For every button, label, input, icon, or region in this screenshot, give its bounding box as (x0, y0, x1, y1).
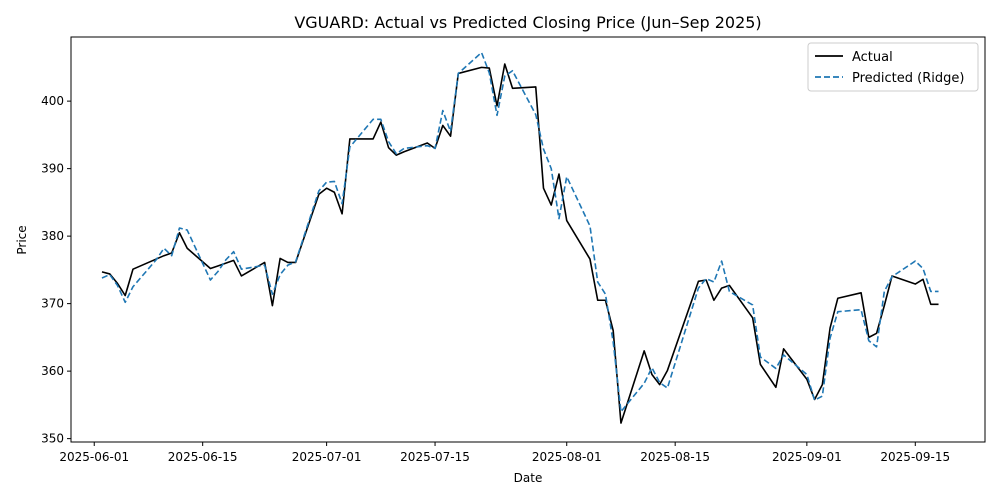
x-axis: 2025-06-01 2025-06-15 2025-07-01 2025-07-15… (59, 442, 950, 464)
y-tick-label: 360 (41, 364, 64, 378)
y-tick-label: 390 (41, 162, 64, 176)
series-line-actual (101, 63, 939, 424)
chart-title: VGUARD: Actual vs Predicted Closing Pric… (294, 13, 761, 32)
plot-frame (70, 36, 986, 443)
x-tick-label: 2025-09-01 (772, 450, 842, 464)
x-axis-title: Date (514, 471, 543, 485)
x-tick-label: 2025-09-15 (880, 450, 950, 464)
y-tick-label: 380 (41, 229, 64, 243)
legend-label-actual: Actual (852, 50, 893, 65)
y-axis: 350 360 370 380 390 400 (41, 94, 71, 446)
y-tick-label: 350 (41, 432, 64, 446)
x-tick-label: 2025-08-01 (532, 450, 602, 464)
legend-label-predicted: Predicted (Ridge) (852, 71, 964, 86)
x-tick-label: 2025-06-01 (59, 450, 129, 464)
y-axis-title: Price (15, 225, 29, 254)
x-tick-label: 2025-06-15 (168, 450, 238, 464)
x-tick-label: 2025-08-15 (640, 450, 710, 464)
x-tick-label: 2025-07-15 (400, 450, 470, 464)
y-tick-label: 400 (41, 94, 64, 108)
legend: Actual Predicted (Ridge) (807, 42, 979, 92)
legend-box (807, 42, 979, 92)
series-layer (101, 51, 939, 424)
plot-area (70, 36, 986, 443)
x-tick-label: 2025-07-01 (292, 450, 362, 464)
series-line-predicted-ridge (101, 51, 939, 413)
y-tick-label: 370 (41, 297, 64, 311)
